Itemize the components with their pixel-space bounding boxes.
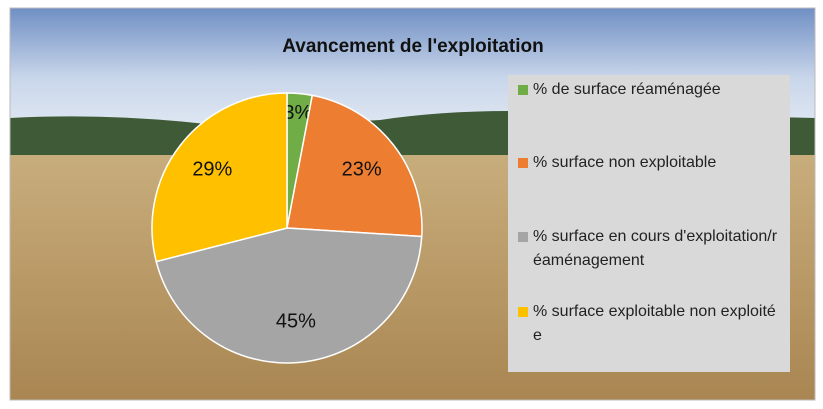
legend-entry: % surface exploitable non exploitée (518, 300, 780, 348)
legend-entry: % surface non exploitable (518, 151, 780, 175)
legend-label: % surface exploitable non exploitée (533, 300, 780, 348)
data-label: 23% (342, 158, 382, 180)
legend-swatch (518, 158, 528, 168)
legend-entry: % surface en cours d'exploitation/réamén… (518, 225, 780, 273)
legend-swatch (518, 307, 528, 317)
legend: % de surface réaménagée % surface non exp… (508, 75, 790, 372)
chart-frame: Avancement de l'exploitation 3%23%45%29%… (0, 0, 823, 409)
legend-label: % de surface réaménagée (533, 78, 721, 102)
legend-swatch (518, 85, 528, 95)
legend-label: % surface en cours d'exploitation/réamén… (533, 225, 780, 273)
legend-swatch (518, 232, 528, 242)
chart-title: Avancement de l'exploitation (282, 36, 543, 57)
data-label: 45% (276, 310, 316, 332)
data-label: 29% (192, 158, 232, 180)
legend-label: % surface non exploitable (533, 151, 716, 175)
legend-entry: % de surface réaménagée (518, 78, 780, 102)
